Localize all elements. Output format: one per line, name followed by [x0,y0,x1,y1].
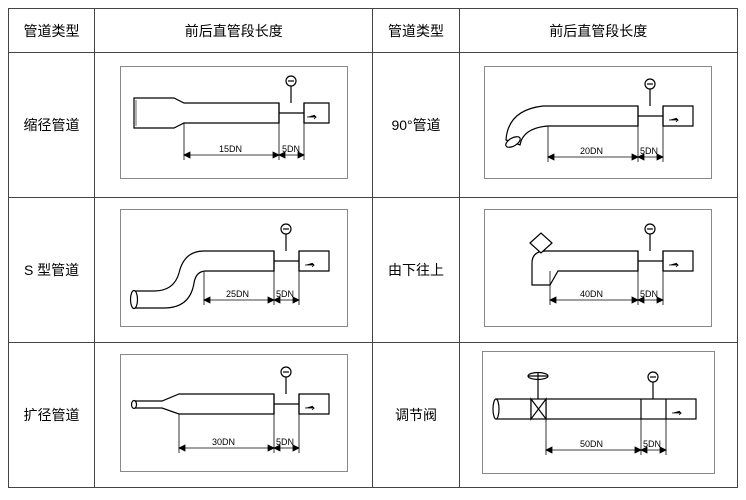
dim-text: 25DN [226,289,249,299]
header-col1: 管道类型 [9,9,95,53]
row3-left-diagram: 30DN 5DN [95,343,373,488]
table-row: S 型管道 [9,198,738,343]
header-col4: 前后直管段长度 [459,9,737,53]
header-col2: 前后直管段长度 [95,9,373,53]
row2-left-diagram: 25DN 5DN [95,198,373,343]
pipe-table: 管道类型 前后直管段长度 管道类型 前后直管段长度 缩径管道 [8,8,738,488]
row3-right-diagram: 50DN 5DN [459,343,737,488]
dim-text: 15DN [219,144,242,154]
dim-text: 5DN [640,289,658,299]
row1-left-label: 缩径管道 [9,53,95,198]
row1-right-label: 90°管道 [373,53,459,198]
dim-text: 5DN [640,146,658,156]
row2-right-label: 由下往上 [373,198,459,343]
row3-right-label: 调节阀 [373,343,459,488]
dim-text: 50DN [580,439,603,449]
dim-text: 5DN [276,289,294,299]
dim-text: 20DN [580,146,603,156]
dim-text: 30DN [212,437,235,447]
table-row: 扩径管道 [9,343,738,488]
dim-text: 5DN [276,437,294,447]
row2-right-diagram: 40DN 5DN [459,198,737,343]
row2-left-label: S 型管道 [9,198,95,343]
row3-left-label: 扩径管道 [9,343,95,488]
header-col3: 管道类型 [373,9,459,53]
table-row: 缩径管道 [9,53,738,198]
dim-text: 5DN [282,144,300,154]
dim-text: 40DN [580,289,603,299]
row1-left-diagram: 15DN 5DN [95,53,373,198]
row1-right-diagram: 20DN 5DN [459,53,737,198]
dim-text: 5DN [643,439,661,449]
